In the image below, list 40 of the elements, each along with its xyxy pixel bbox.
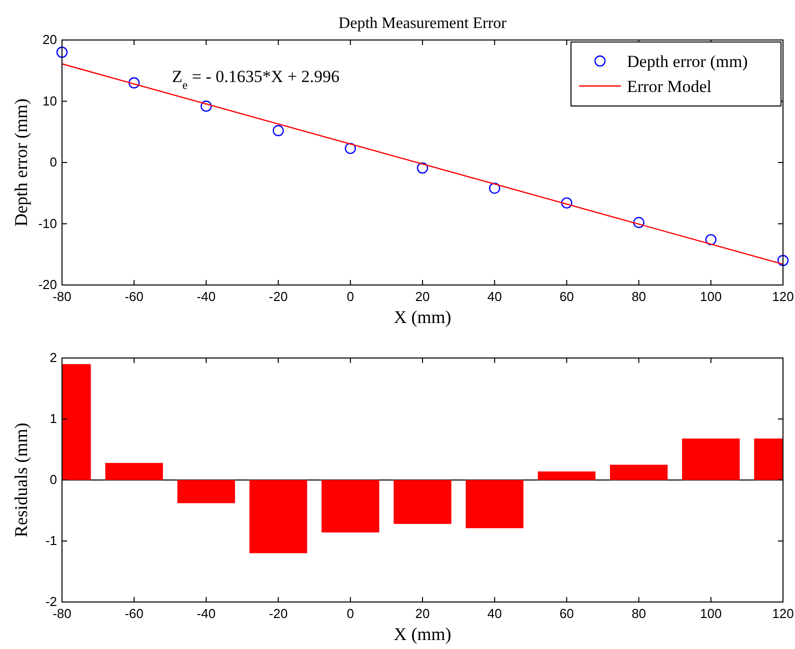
x-tick-label: 100 [700, 606, 722, 621]
x-tick-label: 40 [487, 606, 502, 621]
x-tick-label: -20 [268, 289, 288, 304]
y-tick-label: -10 [38, 216, 57, 231]
y-tick-label: 10 [42, 93, 57, 108]
annotation: Z$_{e}$ = - 0.1635*X + 2.996 [172, 67, 340, 92]
x-tick-label: 60 [559, 606, 574, 621]
y-tick-label: -1 [45, 533, 57, 548]
x-tick-label: 120 [772, 606, 794, 621]
y-tick-label: 2 [50, 350, 57, 365]
legend-label: Depth error (mm) [627, 52, 748, 71]
x-tick-label: -20 [268, 606, 288, 621]
y-tick-label: 0 [50, 154, 57, 170]
x-tick-label: -40 [196, 289, 216, 304]
x-axis-title: X (mm) [394, 624, 452, 644]
x-tick-label: -80 [52, 289, 72, 304]
x-tick-label: 20 [415, 606, 430, 621]
y-tick-label: 1 [50, 411, 57, 426]
x-tick-label: 0 [346, 289, 354, 304]
x-tick-label: 120 [772, 289, 794, 304]
y-tick-label: -2 [45, 594, 57, 609]
x-tick-label: -40 [196, 606, 216, 621]
chart-title: Depth Measurement Error [338, 15, 508, 32]
y-axis-title: Depth error (mm) [11, 98, 31, 226]
y-tick-label: -20 [38, 277, 57, 292]
x-tick-label: 100 [700, 289, 722, 304]
x-tick-label: -60 [124, 289, 144, 304]
y-tick-label: 20 [42, 32, 57, 47]
legend-label: Error Model [627, 77, 712, 96]
x-tick-label: 60 [559, 289, 574, 304]
y-tick-label: 0 [50, 472, 57, 487]
y-axis-title: Residuals (mm) [11, 422, 31, 538]
x-axis-title: X (mm) [394, 307, 452, 327]
x-tick-label: 0 [346, 606, 354, 621]
x-tick-label: -60 [124, 606, 144, 621]
x-tick-label: 80 [632, 606, 646, 621]
x-tick-label: 20 [415, 289, 430, 304]
x-tick-label: -80 [52, 606, 72, 621]
x-tick-label: 40 [487, 289, 502, 304]
x-tick-label: 80 [632, 289, 646, 304]
